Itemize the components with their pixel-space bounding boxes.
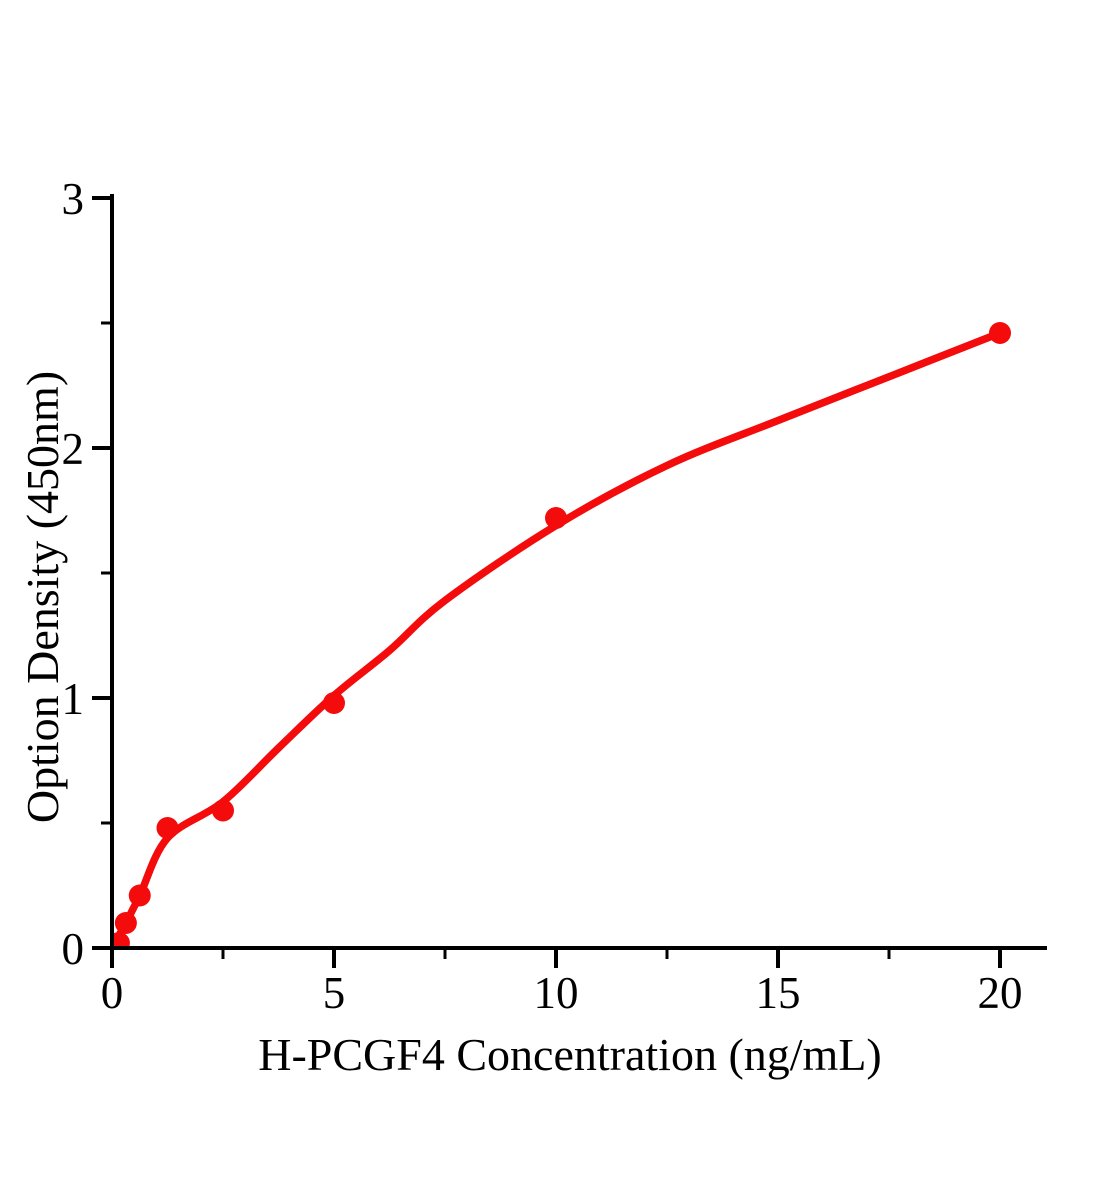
- fit-curve-path: [112, 329, 1004, 948]
- x-tick-label: 0: [101, 968, 124, 1018]
- y-tick-label: 1: [62, 674, 85, 724]
- x-axis-title: H-PCGF4 Concentration (ng/mL): [258, 1029, 882, 1080]
- data-point: [114, 912, 137, 934]
- data-point: [545, 507, 567, 529]
- x-tick-label: 20: [978, 968, 1023, 1018]
- data-point: [128, 884, 151, 907]
- x-tick-label: 5: [323, 968, 346, 1018]
- y-tick-label: 3: [62, 174, 85, 224]
- data-point: [989, 322, 1011, 344]
- y-tick-label: 2: [62, 424, 85, 474]
- x-tick-label: 15: [756, 968, 801, 1018]
- x-tick-label: 10: [534, 968, 579, 1018]
- y-tick-label: 0: [62, 924, 85, 974]
- data-point: [212, 799, 234, 822]
- data-point: [156, 817, 179, 839]
- data-point: [323, 692, 345, 714]
- y-axis-title: Option Density (450nm): [17, 371, 68, 823]
- data-point: [112, 932, 130, 948]
- series-group: [112, 322, 1011, 948]
- plot-area: 0 5 10 15 20 0 1 2 3: [62, 174, 1047, 1018]
